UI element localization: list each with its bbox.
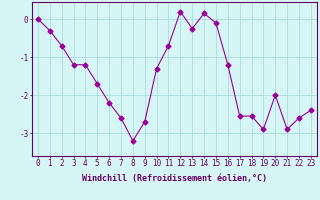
X-axis label: Windchill (Refroidissement éolien,°C): Windchill (Refroidissement éolien,°C) xyxy=(82,174,267,183)
